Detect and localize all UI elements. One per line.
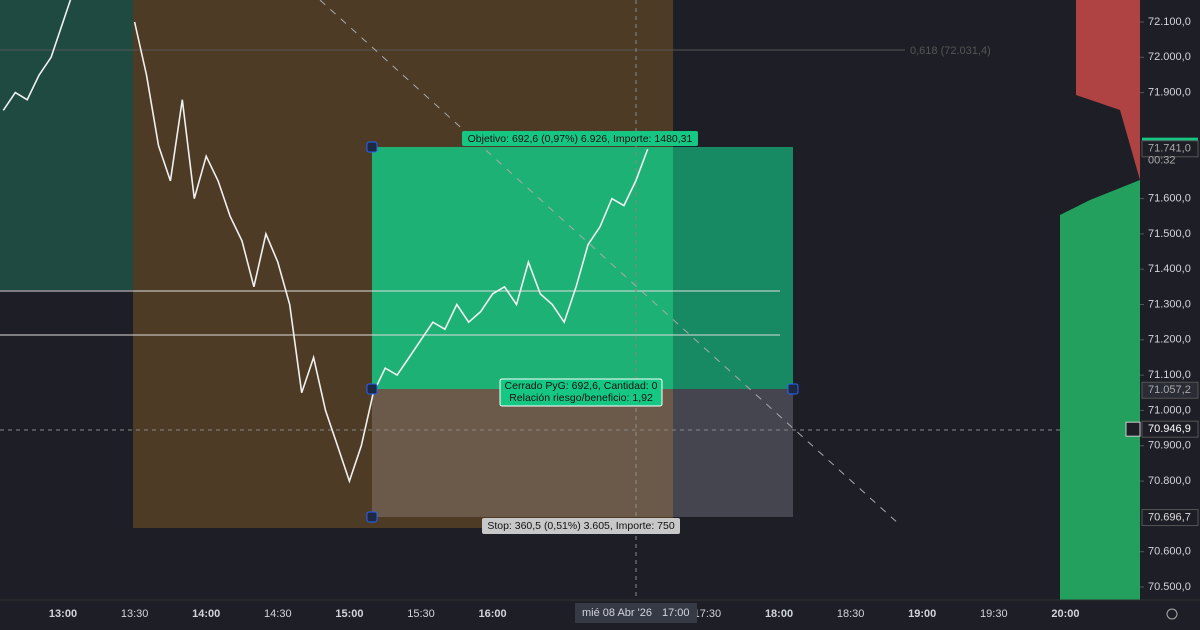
price-tag-label: 70.696,7 bbox=[1148, 511, 1191, 523]
price-line bbox=[2, 0, 72, 111]
price-tick-label: 71.500,0 bbox=[1148, 228, 1191, 240]
price-tick-label: 70.900,0 bbox=[1148, 440, 1191, 452]
price-tick-label: 70.800,0 bbox=[1148, 475, 1191, 487]
price-tick-label: 70.600,0 bbox=[1148, 546, 1191, 558]
crosshair-icon bbox=[1125, 421, 1141, 437]
price-tag-label: 71.741,0 bbox=[1148, 143, 1191, 155]
time-tick-label: 14:00 bbox=[192, 608, 220, 620]
price-tick-label: 71.600,0 bbox=[1148, 192, 1191, 204]
cursor-time: 17:00 bbox=[662, 607, 690, 619]
price-tag bbox=[1141, 381, 1199, 399]
time-tick-label: 18:30 bbox=[837, 608, 865, 620]
label-box bbox=[482, 518, 680, 534]
time-tick-label: 20:00 bbox=[1051, 608, 1079, 620]
time-tick-label: 18:00 bbox=[765, 608, 793, 620]
price-line bbox=[133, 21, 649, 484]
handle[interactable] bbox=[366, 511, 378, 523]
cursor-time-box bbox=[575, 603, 697, 623]
handle[interactable] bbox=[787, 383, 799, 395]
time-tick-label: 16:00 bbox=[479, 608, 507, 620]
fib-label: 0,618 (72.031,4) bbox=[910, 45, 991, 57]
ratio-label: Relación riesgo/beneficio: 1,92 bbox=[509, 392, 653, 404]
cursor-date: mié 08 Abr '26 bbox=[582, 607, 652, 619]
price-tick-label: 71.000,0 bbox=[1148, 404, 1191, 416]
zone-teal bbox=[0, 0, 133, 290]
target-zone bbox=[372, 147, 673, 389]
price-axis bbox=[1140, 0, 1200, 600]
label-box bbox=[462, 131, 698, 146]
handle[interactable] bbox=[366, 383, 378, 395]
time-tick-label: 19:00 bbox=[908, 608, 936, 620]
price-tag-label: 71.057,2 bbox=[1148, 384, 1191, 396]
time-tick-label: 15:30 bbox=[407, 608, 435, 620]
time-tick-label: 13:30 bbox=[121, 608, 149, 620]
target-zone-ext bbox=[673, 147, 793, 389]
handle[interactable] bbox=[366, 141, 378, 153]
price-tick-label: 72.000,0 bbox=[1148, 51, 1191, 63]
price-tick-label: 71.100,0 bbox=[1148, 369, 1191, 381]
target-label: Objetivo: 692,6 (0,97%) 6.926, Importe: … bbox=[468, 133, 693, 145]
price-tag bbox=[1141, 140, 1199, 158]
price-tag bbox=[1141, 509, 1199, 527]
countdown: 00:32 bbox=[1148, 155, 1176, 167]
label-box bbox=[499, 378, 663, 407]
profile-green bbox=[1060, 180, 1140, 600]
stop-zone-ext bbox=[673, 389, 793, 517]
price-tag bbox=[1141, 420, 1199, 438]
profile-red bbox=[1076, 0, 1140, 180]
price-tick-label: 72.100,0 bbox=[1148, 16, 1191, 28]
stop-label: Stop: 360,5 (0,51%) 3.605, Importe: 750 bbox=[487, 520, 675, 532]
price-tick-label: 70.500,0 bbox=[1148, 581, 1191, 593]
price-tick-label: 71.300,0 bbox=[1148, 298, 1191, 310]
closed-label: Cerrado PyG: 692,6, Cantidad: 0 bbox=[505, 380, 658, 392]
time-tick-label: 14:30 bbox=[264, 608, 292, 620]
price-tick-label: 71.200,0 bbox=[1148, 334, 1191, 346]
settings-icon[interactable] bbox=[1166, 608, 1178, 620]
trend-line bbox=[319, 0, 901, 526]
stop-zone bbox=[372, 389, 673, 517]
time-tick-label: 15:00 bbox=[335, 608, 363, 620]
price-tick-label: 71.900,0 bbox=[1148, 87, 1191, 99]
time-tick-label: 17:30 bbox=[694, 608, 722, 620]
price-tag-label: 70.946,9 bbox=[1148, 423, 1191, 435]
time-tick-label: 13:00 bbox=[49, 608, 77, 620]
time-tick-label: 19:30 bbox=[980, 608, 1008, 620]
price-tick-label: 71.400,0 bbox=[1148, 263, 1191, 275]
